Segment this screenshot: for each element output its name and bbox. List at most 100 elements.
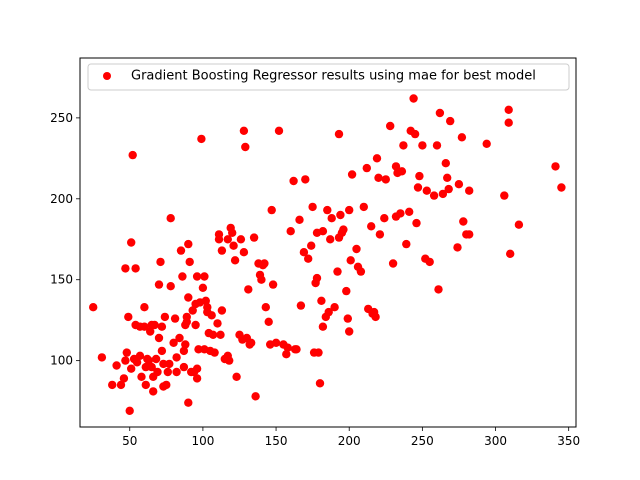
data-point bbox=[151, 354, 161, 364]
data-point bbox=[137, 372, 146, 381]
data-point bbox=[228, 228, 237, 237]
data-point bbox=[182, 312, 191, 322]
data-point bbox=[268, 280, 278, 289]
data-point bbox=[326, 235, 335, 244]
data-point bbox=[312, 273, 322, 283]
data-point bbox=[178, 272, 187, 281]
data-point bbox=[418, 141, 427, 150]
plot-frame bbox=[79, 57, 577, 428]
y-tick-label: 100 bbox=[50, 354, 73, 368]
data-point bbox=[323, 205, 332, 215]
data-point bbox=[551, 162, 560, 171]
data-point bbox=[301, 175, 310, 184]
data-point bbox=[125, 406, 134, 415]
data-point bbox=[504, 118, 513, 127]
data-point bbox=[146, 327, 155, 336]
data-point bbox=[207, 311, 216, 320]
data-point bbox=[165, 359, 174, 369]
data-point bbox=[557, 183, 566, 192]
data-point bbox=[244, 285, 253, 294]
data-point bbox=[429, 191, 439, 200]
data-point bbox=[422, 186, 431, 195]
data-point bbox=[482, 139, 491, 148]
data-point bbox=[282, 350, 291, 359]
data-point bbox=[131, 264, 140, 273]
data-point bbox=[89, 303, 98, 312]
data-point bbox=[314, 348, 323, 357]
data-point bbox=[157, 322, 167, 331]
x-tick-label: 200 bbox=[338, 434, 361, 448]
x-tick-label: 100 bbox=[191, 434, 214, 448]
data-point bbox=[443, 173, 452, 182]
data-point bbox=[194, 345, 203, 354]
data-point bbox=[247, 338, 256, 347]
data-point bbox=[296, 301, 306, 310]
data-point bbox=[504, 105, 513, 115]
data-point bbox=[457, 133, 467, 142]
data-point bbox=[141, 362, 150, 372]
data-point bbox=[391, 162, 401, 171]
data-point bbox=[459, 217, 468, 226]
data-point bbox=[307, 241, 316, 250]
data-point bbox=[465, 186, 474, 195]
data-point bbox=[324, 307, 333, 317]
data-point bbox=[343, 314, 352, 323]
data-point bbox=[374, 173, 383, 182]
data-point bbox=[140, 303, 149, 312]
data-point bbox=[304, 254, 313, 263]
data-point bbox=[175, 333, 184, 343]
data-point bbox=[97, 353, 107, 362]
y-axis: 100 150 200 250 bbox=[50, 111, 80, 368]
data-point bbox=[214, 235, 224, 244]
data-point bbox=[122, 348, 131, 357]
data-point bbox=[163, 367, 172, 377]
data-point bbox=[367, 222, 376, 231]
data-point bbox=[128, 150, 137, 160]
data-point bbox=[446, 116, 455, 126]
data-point bbox=[441, 159, 450, 168]
data-point bbox=[149, 387, 158, 396]
data-point bbox=[230, 256, 240, 265]
data-point bbox=[327, 214, 336, 223]
data-point bbox=[317, 296, 326, 305]
data-point bbox=[405, 207, 414, 216]
x-tick-label: 350 bbox=[557, 434, 580, 448]
legend-label: Gradient Boosting Regressor results usin… bbox=[131, 69, 536, 84]
data-point bbox=[352, 244, 361, 254]
data-point bbox=[116, 380, 126, 390]
data-point bbox=[289, 176, 298, 186]
data-point bbox=[339, 225, 348, 234]
legend-box bbox=[87, 63, 570, 91]
data-point bbox=[274, 126, 284, 135]
data-point bbox=[506, 249, 515, 258]
data-point bbox=[295, 215, 304, 224]
data-point bbox=[236, 235, 246, 244]
data-point bbox=[434, 285, 443, 294]
data-point bbox=[188, 306, 197, 315]
y-tick-label: 250 bbox=[50, 111, 73, 125]
data-point bbox=[121, 356, 130, 365]
data-point bbox=[380, 214, 389, 223]
data-point bbox=[315, 379, 325, 388]
data-point bbox=[213, 319, 222, 328]
x-tick-label: 250 bbox=[411, 434, 434, 448]
data-point bbox=[124, 312, 133, 322]
data-point bbox=[249, 233, 259, 242]
data-point bbox=[318, 227, 328, 236]
data-point bbox=[356, 267, 366, 276]
data-point bbox=[185, 257, 194, 267]
data-point bbox=[251, 392, 260, 401]
data-point bbox=[413, 183, 423, 192]
data-point bbox=[217, 246, 227, 255]
data-point bbox=[372, 154, 382, 163]
data-point bbox=[444, 184, 453, 194]
data-point bbox=[362, 163, 371, 173]
data-point bbox=[260, 259, 269, 268]
data-point bbox=[514, 220, 524, 229]
x-tick-label: 300 bbox=[484, 434, 507, 448]
data-point bbox=[397, 167, 407, 176]
data-point bbox=[261, 303, 270, 312]
data-point bbox=[271, 338, 281, 347]
legend: Gradient Boosting Regressor results usin… bbox=[87, 63, 570, 91]
data-point bbox=[454, 180, 464, 189]
